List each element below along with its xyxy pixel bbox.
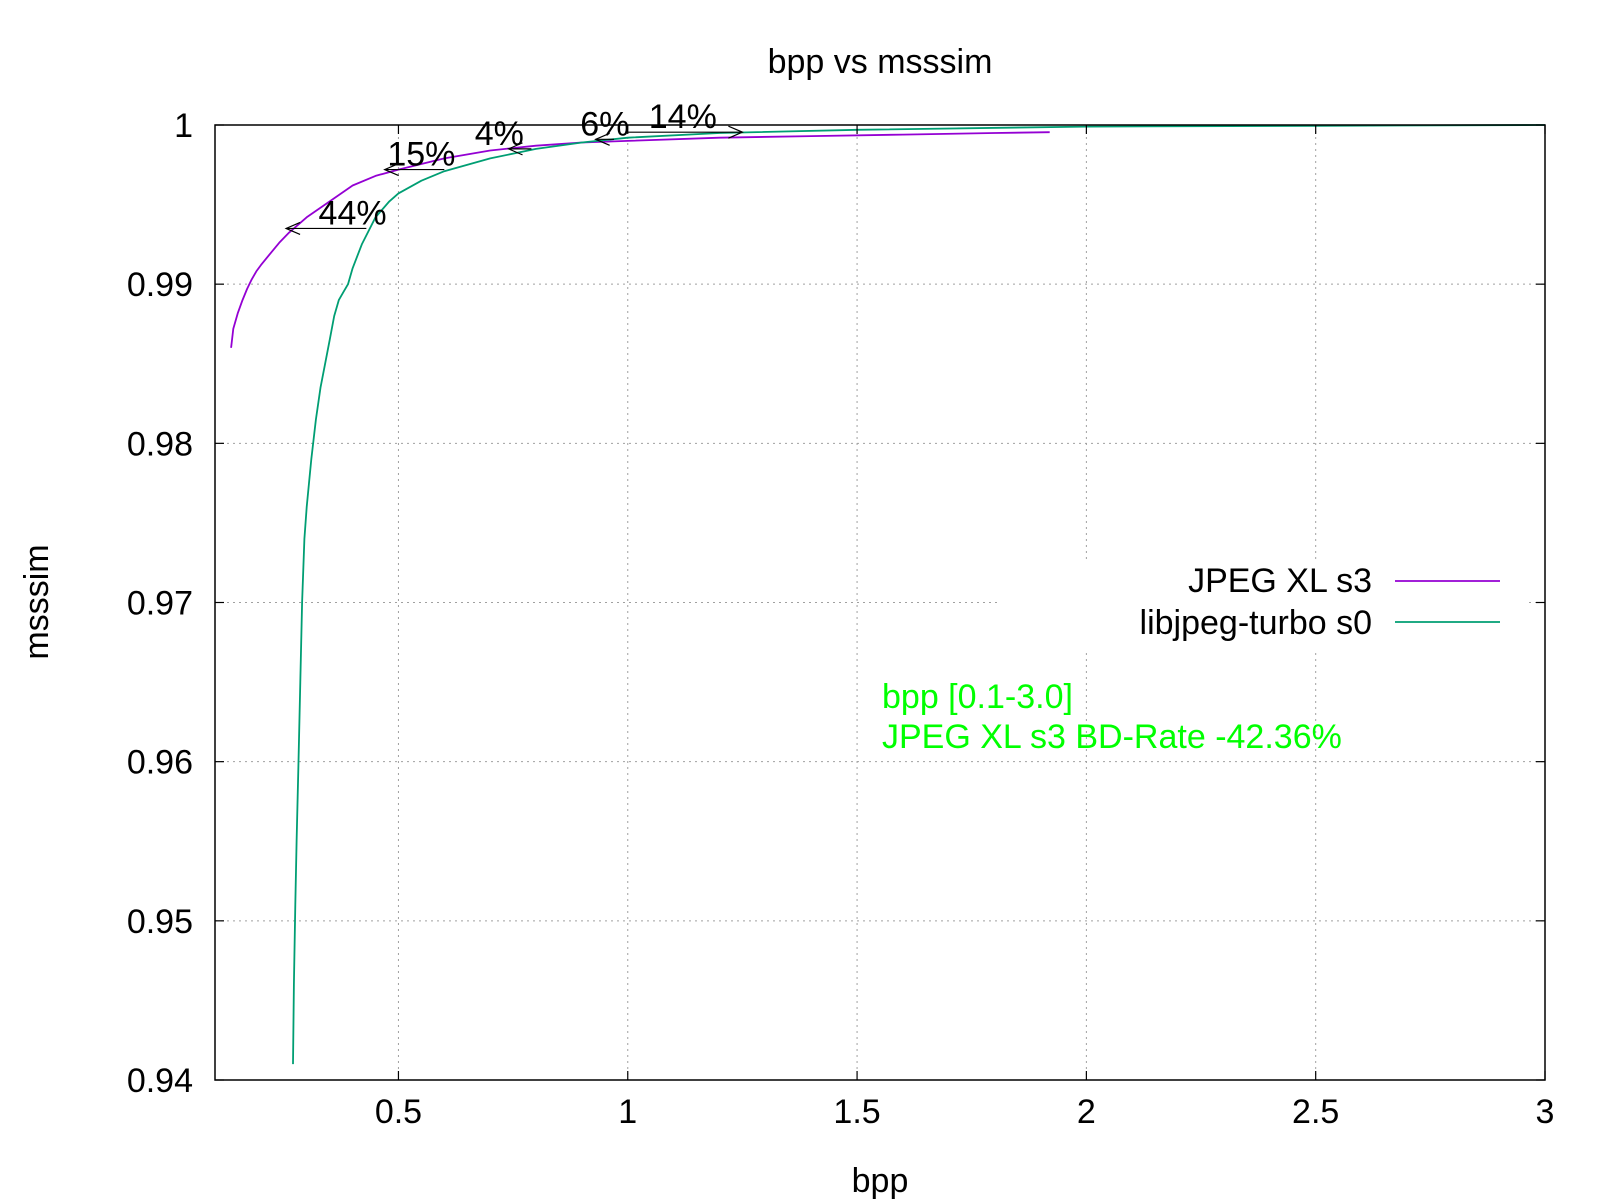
annotation-arrowhead [506, 142, 523, 156]
x-tick-label: 2 [1077, 1093, 1096, 1131]
legend: JPEG XL s3 libjpeg-turbo s0 [998, 560, 1528, 650]
y-tick-label: 0.96 [127, 744, 193, 782]
y-tick-label: 0.95 [127, 903, 193, 941]
legend-label-libjpeg: libjpeg-turbo s0 [1140, 604, 1372, 642]
legend-background [998, 560, 1528, 650]
annotation-label: 15% [387, 136, 455, 174]
y-tick-label: 0.94 [127, 1062, 193, 1100]
annotation-label: 44% [319, 194, 387, 232]
annotation-arrowhead [594, 132, 610, 146]
annotation-arrowhead [728, 125, 744, 139]
chart-title: bpp vs msssim [768, 43, 993, 81]
x-tick-label: 2.5 [1292, 1093, 1339, 1131]
y-tick-label: 0.99 [127, 266, 193, 304]
y-tick-label: 1 [174, 107, 193, 145]
annotation-arrowhead [383, 163, 399, 177]
x-axis-label: bpp [852, 1162, 909, 1200]
bpp-range-note: bpp [0.1-3.0] [882, 678, 1073, 716]
x-tick-label: 1 [618, 1093, 637, 1131]
series-line-libjpeg [292, 124, 1546, 1065]
y-tick-label: 0.97 [127, 585, 193, 623]
legend-label-jpegxl: JPEG XL s3 [1188, 562, 1372, 600]
x-tick-label: 1.5 [833, 1093, 880, 1131]
y-axis-label: msssim [18, 544, 56, 659]
bd-rate-note: JPEG XL s3 BD-Rate -42.36% [882, 718, 1342, 756]
x-tick-label: 0.5 [375, 1093, 422, 1131]
annotation-arrowhead [284, 221, 301, 236]
y-tick-label: 0.98 [127, 425, 193, 463]
series-layer [230, 124, 1546, 1065]
annotation-label: 14% [649, 98, 717, 136]
annotation-label: 4% [475, 115, 524, 153]
axis-ticks: 0.5 1 1.5 2 2.5 3 0.94 0.95 0.96 0.97 0.98 0.99 1 [127, 107, 1555, 1131]
series-line-jpegxl [230, 131, 1050, 348]
x-tick-label: 3 [1536, 1093, 1555, 1131]
